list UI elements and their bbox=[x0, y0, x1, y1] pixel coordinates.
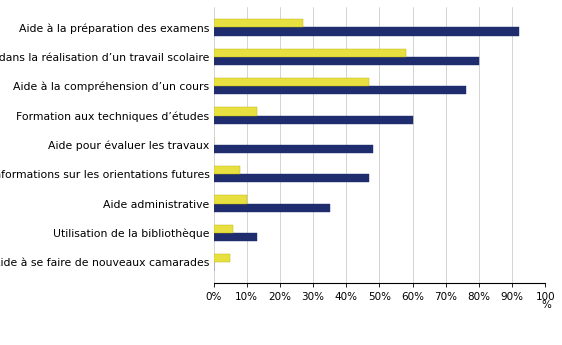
Bar bbox=[214, 116, 413, 124]
Bar bbox=[214, 145, 373, 153]
Bar bbox=[214, 233, 257, 241]
Bar bbox=[214, 28, 519, 36]
Bar bbox=[214, 174, 369, 183]
Text: %: % bbox=[541, 300, 551, 310]
Bar bbox=[214, 254, 230, 262]
Bar bbox=[214, 86, 465, 95]
Bar bbox=[214, 49, 406, 57]
Bar bbox=[214, 78, 369, 86]
Bar bbox=[214, 225, 233, 233]
Bar bbox=[214, 57, 479, 65]
Bar bbox=[214, 166, 240, 174]
Bar bbox=[214, 107, 257, 116]
Bar bbox=[214, 195, 247, 204]
Bar bbox=[214, 19, 303, 28]
Bar bbox=[214, 204, 329, 212]
